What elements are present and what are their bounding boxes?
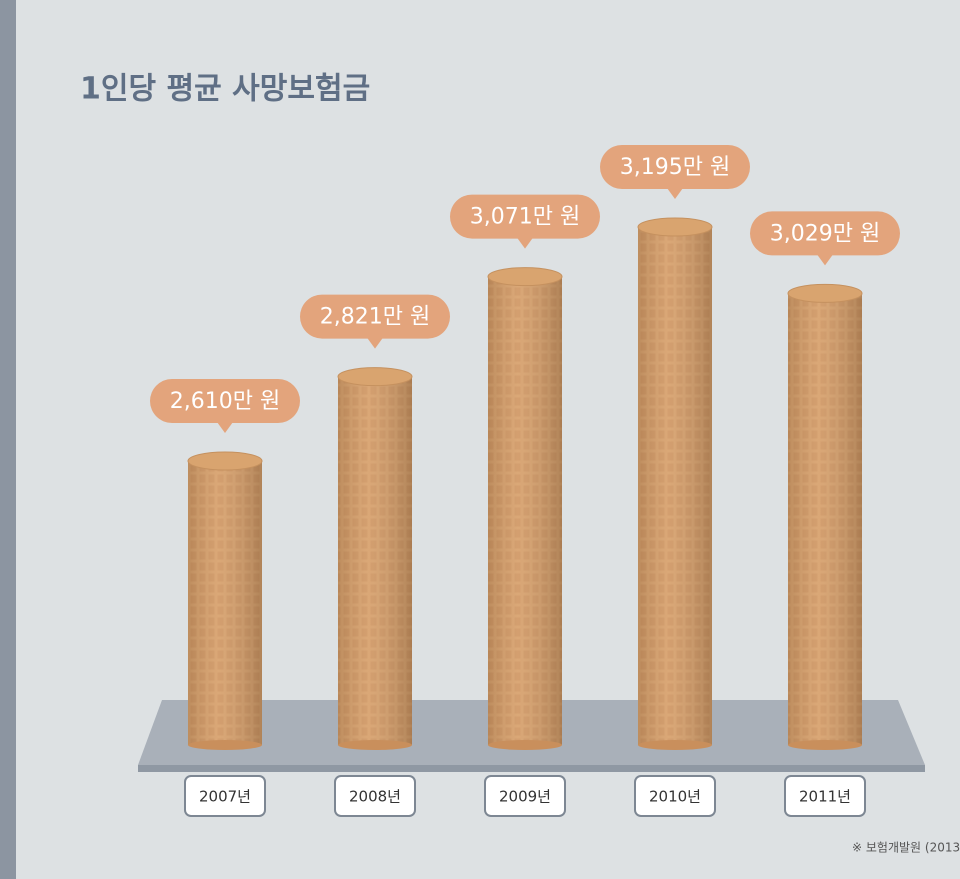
column-base [488, 740, 562, 750]
column-top [187, 451, 263, 471]
column-shade [488, 276, 562, 745]
value-bubble [300, 294, 450, 339]
source-note: ※ 보험개발원 (2013 [852, 841, 960, 855]
left-strip [0, 0, 16, 879]
x-tick-label: 2011년 [799, 788, 851, 806]
column-top [337, 367, 413, 387]
value-label: 2,610만 원 [170, 389, 280, 414]
column-shade [638, 227, 712, 745]
column-base [338, 740, 412, 750]
platform-edge [138, 765, 925, 772]
bubble-pointer [367, 337, 383, 349]
year-box [784, 775, 866, 817]
value-bubble [150, 379, 300, 423]
column-top [637, 217, 713, 237]
chart-title: 1인당 평균 사망보험금 [80, 72, 370, 107]
bubble-pointer [667, 188, 683, 199]
column-shade [188, 461, 262, 745]
year-box [334, 775, 416, 817]
year-box [484, 775, 566, 817]
year-box [184, 775, 266, 817]
x-tick-label: 2009년 [499, 788, 551, 806]
year-box [634, 775, 716, 817]
column-base [188, 740, 262, 750]
value-bubble [750, 211, 900, 256]
column-base [788, 740, 862, 750]
x-tick-label: 2008년 [349, 788, 401, 806]
x-tick-label: 2007년 [199, 788, 251, 806]
column-top [487, 267, 563, 287]
column-shade [338, 376, 412, 745]
bubble-pointer [517, 237, 533, 249]
bubble-pointer [217, 422, 233, 433]
column-shade [788, 293, 862, 745]
column-top [787, 283, 863, 303]
value-label: 3,195만 원 [620, 155, 730, 180]
value-bubble [600, 145, 750, 189]
bubble-pointer [817, 254, 833, 266]
value-label: 3,029만 원 [770, 221, 880, 246]
value-label: 2,821만 원 [320, 305, 430, 330]
column-base [638, 740, 712, 750]
value-bubble [450, 194, 600, 239]
x-tick-label: 2010년 [649, 788, 701, 806]
value-label: 3,071만 원 [470, 205, 580, 230]
